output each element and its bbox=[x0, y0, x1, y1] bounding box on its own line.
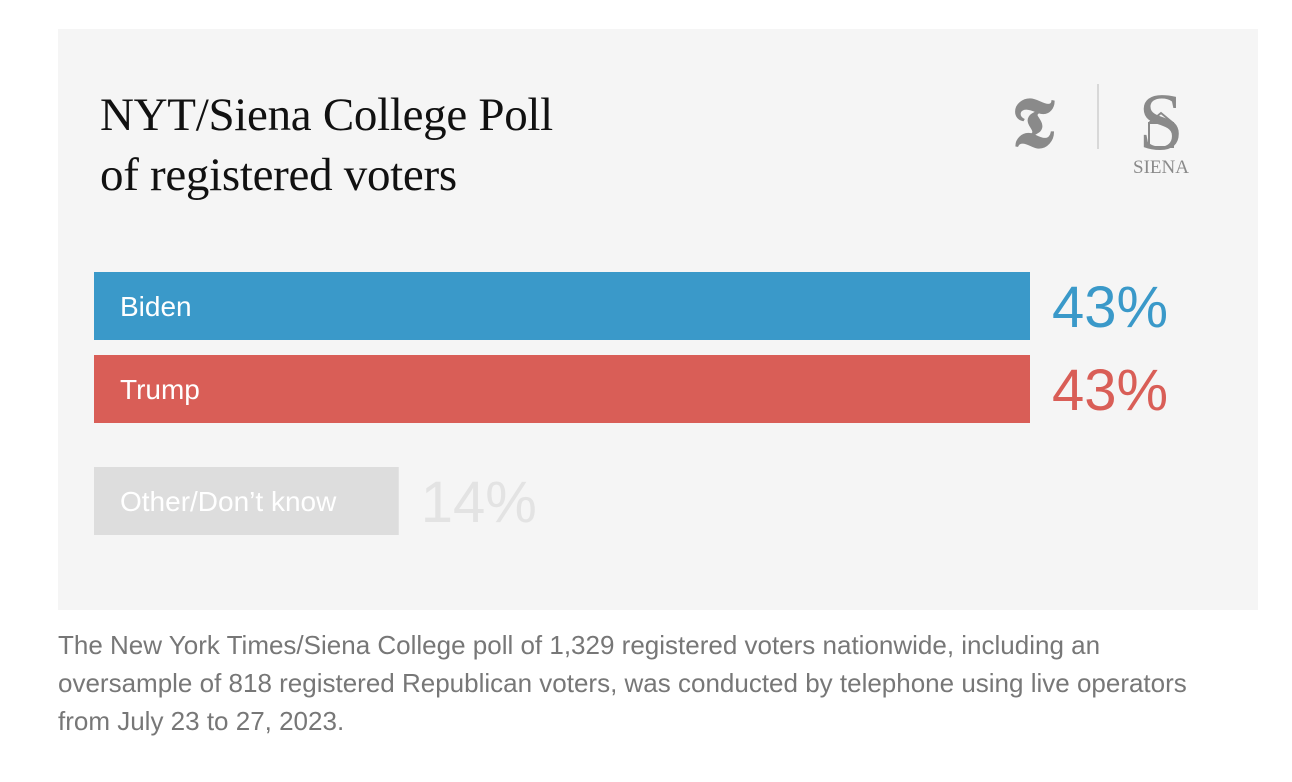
siena-logo-text: SIENA bbox=[1133, 157, 1189, 178]
bar-2 bbox=[94, 467, 399, 535]
methodology-note: The New York Times/Siena College poll of… bbox=[58, 630, 1187, 736]
title-line-1: NYT/Siena College Poll bbox=[100, 89, 553, 141]
value-label-2: 14% bbox=[421, 470, 537, 535]
poll-bar-chart: Biden 43% Trump 43% Other/Don’t know 14% bbox=[94, 272, 1168, 535]
publisher-logos: 𝕿 S SIENA bbox=[1012, 79, 1190, 178]
value-label-1: 43% bbox=[1052, 358, 1168, 423]
siena-logo-icon: S SIENA bbox=[1133, 79, 1189, 178]
chart-title: NYT/Siena College Poll of registered vot… bbox=[100, 85, 553, 205]
title-line-2: of registered voters bbox=[100, 149, 457, 201]
bar-label-2: Other/Don’t know bbox=[120, 486, 337, 517]
bar-0 bbox=[94, 272, 1030, 340]
nyt-logo-icon: 𝕿 bbox=[1012, 81, 1056, 164]
bar-1 bbox=[94, 355, 1030, 423]
bar-label-1: Trump bbox=[120, 374, 200, 405]
bar-label-0: Biden bbox=[120, 291, 192, 322]
chart-card: NYT/Siena College Poll of registered vot… bbox=[58, 29, 1258, 610]
value-label-0: 43% bbox=[1052, 275, 1168, 340]
